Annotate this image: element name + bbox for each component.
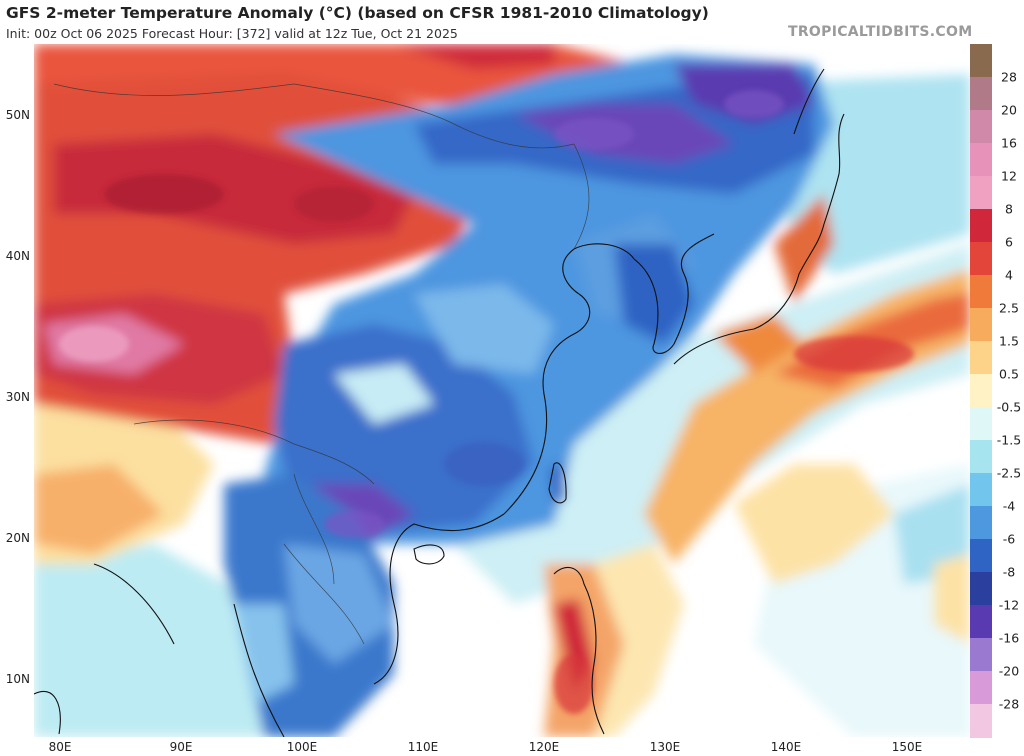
coastlines xyxy=(34,68,845,737)
lat-label: 10N xyxy=(5,672,30,686)
colorbar-label: -28 xyxy=(998,696,1020,712)
colorbar-label: -0.5 xyxy=(996,399,1022,415)
anomaly-field xyxy=(34,44,970,737)
colorbar-swatch xyxy=(970,275,992,309)
colorbar-swatch xyxy=(970,143,992,177)
colorbar-swatch xyxy=(970,341,992,375)
colorbar-swatch xyxy=(970,638,992,672)
lon-label: 120E xyxy=(528,740,560,754)
colorbar-swatch xyxy=(970,440,992,474)
colorbar-swatch xyxy=(970,374,992,408)
lon-label: 130E xyxy=(649,740,681,754)
lon-label: 100E xyxy=(286,740,318,754)
colorbar-swatch xyxy=(970,473,992,507)
colorbar-label: 20 xyxy=(1001,102,1017,118)
country-borders xyxy=(53,83,590,645)
colorbar-swatch xyxy=(970,308,992,342)
colorbar-label: 1.5 xyxy=(999,333,1019,349)
longitude-axis: 80E 90E 100E 110E 120E 130E 140E 150E xyxy=(34,738,970,756)
colorbar-swatch xyxy=(970,44,992,78)
colorbar-label: -2.5 xyxy=(996,465,1022,481)
anomaly-texture xyxy=(59,90,914,714)
lat-label: 40N xyxy=(5,249,30,263)
lon-label: 110E xyxy=(407,740,439,754)
colorbar-label: 0.5 xyxy=(999,366,1019,382)
lat-label: 50N xyxy=(5,108,30,122)
colorbar-label: 16 xyxy=(1001,135,1017,151)
colorbar-label: 8 xyxy=(1005,201,1013,217)
chart-title: GFS 2-meter Temperature Anomaly (°C) (ba… xyxy=(6,4,709,22)
colorbar-label: 6 xyxy=(1005,234,1013,250)
colorbar-swatch xyxy=(970,77,992,111)
brand-watermark[interactable]: TROPICALTIDBITS.COM xyxy=(788,24,973,40)
lon-label: 80E xyxy=(48,740,72,754)
colorbar-label: -8 xyxy=(1002,564,1016,580)
lon-label: 90E xyxy=(169,740,193,754)
colorbar-swatch xyxy=(970,506,992,540)
colorbar-label: 28 xyxy=(1001,69,1017,85)
colorbar-swatch xyxy=(970,539,992,573)
lat-label: 20N xyxy=(5,531,30,545)
anomaly-map[interactable] xyxy=(34,44,970,737)
colorbar-swatch xyxy=(970,110,992,144)
colorbar-label: -20 xyxy=(998,663,1020,679)
forecast-info: Init: 00z Oct 06 2025 Forecast Hour: [37… xyxy=(6,26,458,41)
colorbar-label: -6 xyxy=(1002,531,1016,547)
colorbar-label: 12 xyxy=(1001,168,1017,184)
colorbar-swatch xyxy=(970,605,992,639)
colorbar-swatch xyxy=(970,704,992,738)
colorbar-label: -16 xyxy=(998,630,1020,646)
colorbar-swatch xyxy=(970,242,992,276)
colorbar-swatch xyxy=(970,209,992,243)
colorbar-swatch xyxy=(970,671,992,705)
colorbar-swatch xyxy=(970,176,992,210)
colorbar-label: -1.5 xyxy=(996,432,1022,448)
colorbar-legend: 28 20 16 12 8 6 4 2.5 1.5 0.5 -0.5 -1.5 -2.5 -4 -6 -8 -1… xyxy=(970,44,1024,738)
colorbar-swatch xyxy=(970,572,992,606)
colorbar-label: -4 xyxy=(1002,498,1016,514)
lon-label: 150E xyxy=(891,740,923,754)
colorbar-label: -12 xyxy=(998,597,1020,613)
latitude-axis: 50N 40N 30N 20N 10N xyxy=(0,44,34,737)
colorbar-label: 4 xyxy=(1005,267,1013,283)
colorbar-swatch xyxy=(970,407,992,441)
lat-label: 30N xyxy=(5,390,30,404)
colorbar-label: 2.5 xyxy=(999,300,1019,316)
lon-label: 140E xyxy=(770,740,802,754)
